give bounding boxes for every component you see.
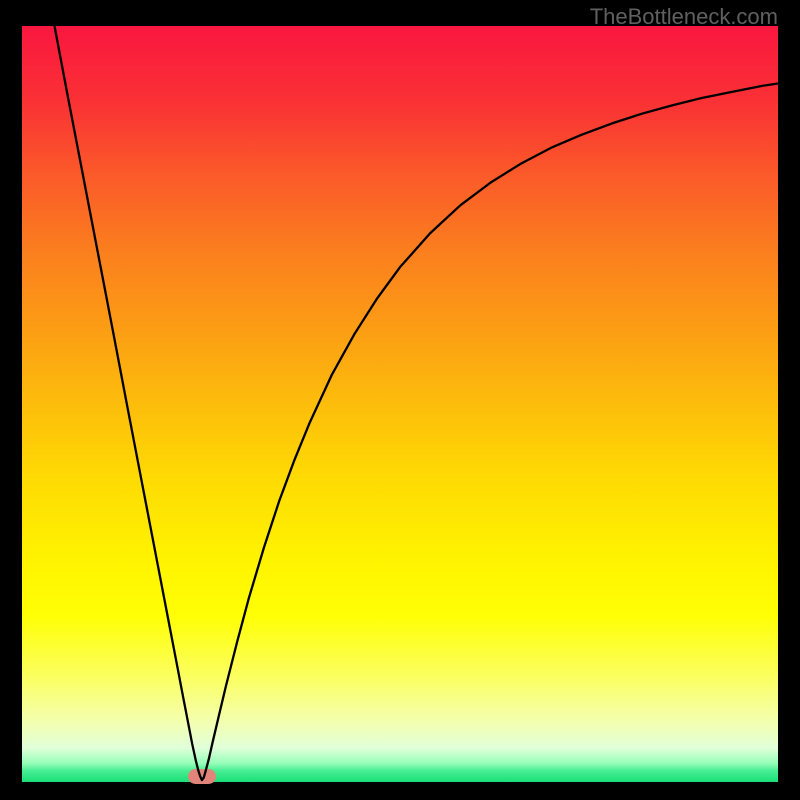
bottleneck-curve [55, 26, 778, 780]
curve-overlay [22, 26, 778, 782]
chart-root: TheBottleneck.com [0, 0, 800, 800]
plot-area [22, 26, 778, 782]
watermark-text: TheBottleneck.com [590, 4, 778, 30]
